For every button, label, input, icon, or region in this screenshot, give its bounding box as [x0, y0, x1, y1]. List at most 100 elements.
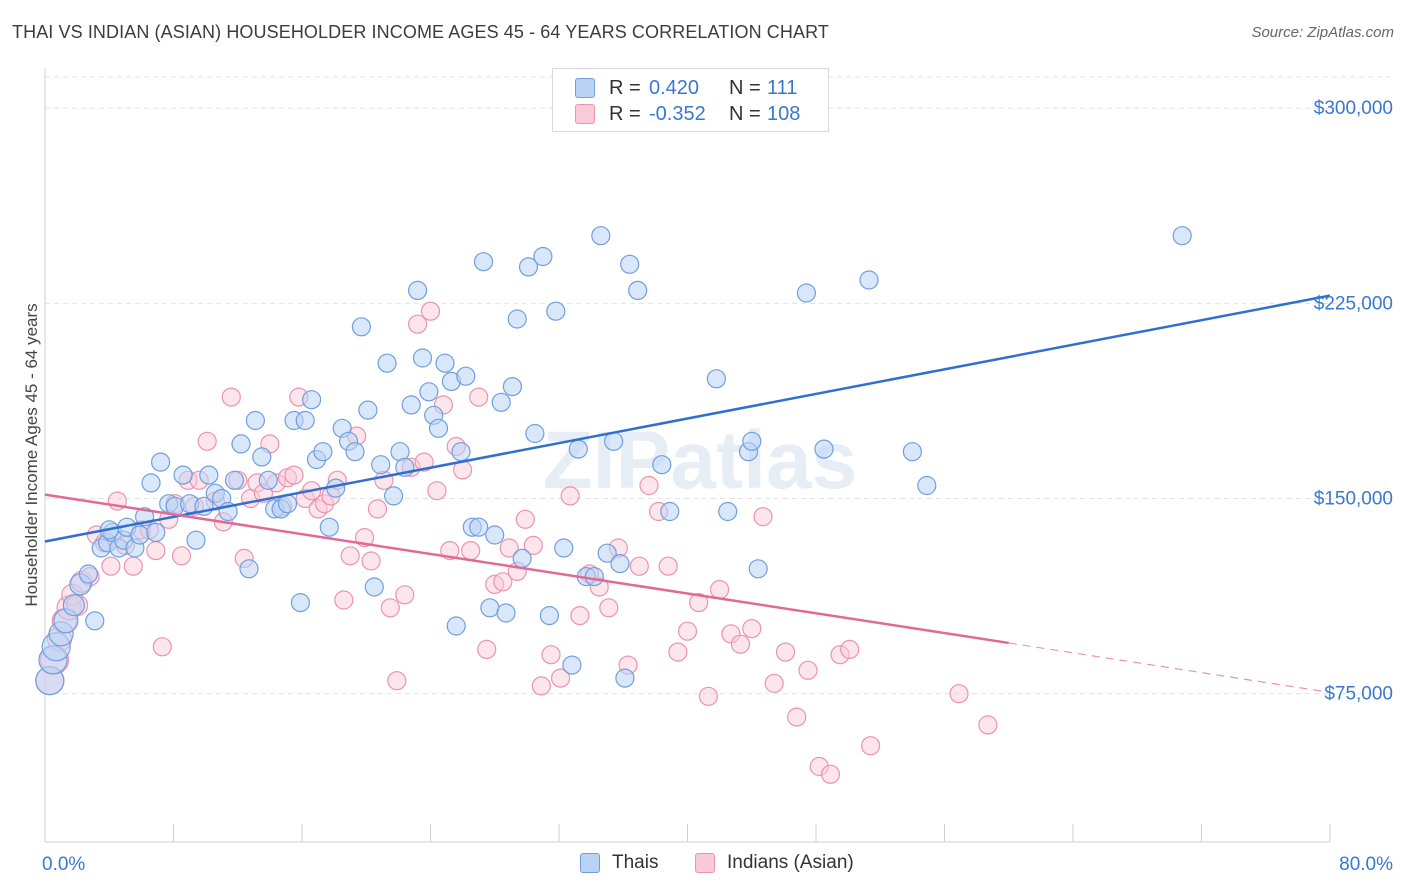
indians-point: [146, 540, 166, 561]
indians-point: [860, 736, 881, 756]
indians-point: [197, 431, 217, 451]
indians-point: [840, 639, 860, 660]
indians-point: [629, 556, 649, 576]
x-tick-labels: 0.0% 80.0%: [42, 854, 1393, 875]
y-tick-label: $225,000: [1314, 293, 1393, 314]
thais-point: [62, 594, 86, 617]
thais-point: [146, 522, 166, 543]
legend-item-indians: Indians (Asian): [695, 852, 854, 874]
indians-point: [408, 314, 428, 334]
indians-point: [764, 673, 784, 693]
thais-point: [796, 283, 817, 303]
thais-point: [412, 348, 433, 368]
thais-point: [902, 442, 923, 462]
indians-point: [477, 639, 497, 660]
indians-point: [560, 486, 580, 506]
thais-point: [319, 517, 339, 537]
chart-title: THAI VS INDIAN (ASIAN) HOUSEHOLDER INCOM…: [12, 22, 829, 42]
indians-point: [123, 556, 143, 576]
thais-point: [456, 366, 476, 386]
thais-trend-line: [44, 294, 1331, 543]
thais-point: [706, 369, 727, 389]
thais-point: [239, 559, 259, 579]
thais-point: [533, 246, 553, 267]
indians-point: [599, 598, 619, 618]
indians-trend-extension: [1008, 642, 1331, 693]
indians-point: [395, 585, 415, 605]
thais-point: [384, 486, 404, 506]
thais-point: [610, 553, 630, 574]
thais-point: [591, 226, 611, 246]
y-tick-labels: $75,000 $150,000 $225,000 $300,000: [1314, 98, 1393, 704]
legend-label-indians: Indians (Asian): [727, 852, 854, 873]
thais-point: [496, 603, 516, 623]
indians-point: [820, 764, 841, 784]
trend-lines: [44, 294, 1331, 693]
axes: [44, 68, 1331, 843]
thais-point: [78, 564, 99, 584]
indians-point: [152, 637, 172, 657]
thais-point: [518, 257, 539, 277]
indians-point: [787, 707, 807, 727]
thais-point: [186, 530, 206, 550]
indians-point: [171, 546, 192, 566]
thais-point: [364, 577, 384, 597]
thais-point: [469, 517, 489, 537]
indians-point: [334, 590, 354, 610]
indians-point: [493, 572, 513, 592]
y-axis-label: Householder Income Ages 45 - 64 years: [22, 303, 41, 607]
thais-point: [245, 410, 265, 431]
thais-point: [491, 392, 511, 412]
indians-point: [531, 676, 551, 696]
indians-point: [798, 660, 818, 680]
thais-point: [358, 400, 378, 420]
indians-point: [775, 642, 796, 662]
n-label: N =: [729, 76, 761, 99]
legend-row-thais: R = 0.420 N = 111: [575, 76, 797, 100]
thais-point: [435, 353, 455, 373]
thais-point: [748, 559, 768, 579]
thais-point: [173, 465, 193, 485]
indians-point: [978, 715, 998, 735]
thais-point: [252, 447, 272, 467]
thais-point: [502, 377, 523, 397]
y-tick-label: $150,000: [1314, 489, 1393, 510]
indians-point: [414, 452, 434, 472]
thais-point: [371, 455, 391, 475]
thais-point: [562, 655, 582, 675]
indians-point: [374, 470, 394, 490]
y-tick-label: $75,000: [1324, 684, 1393, 705]
thais-point: [377, 353, 397, 373]
thais-swatch: [575, 78, 595, 98]
indians-point: [689, 592, 709, 613]
thais-point: [428, 418, 449, 438]
indians-point: [427, 481, 447, 501]
y-axis-label-container: Householder Income Ages 45 - 64 years: [18, 0, 46, 892]
indians-point: [709, 579, 730, 600]
r-value: -0.352: [649, 102, 706, 125]
thais-point: [512, 548, 532, 569]
thais-point: [85, 611, 105, 631]
indians-point: [499, 538, 519, 558]
indians-point: [639, 475, 659, 496]
series-thais-points: [35, 226, 1192, 696]
n-value: 111: [767, 76, 798, 99]
x-tick-label: 80.0%: [1339, 854, 1393, 875]
watermark: ZIPatlas: [543, 415, 857, 506]
series-legend: Thais Indians (Asian): [0, 850, 1406, 878]
thais-point: [141, 473, 161, 493]
indians-point: [541, 645, 561, 665]
thais-point: [224, 470, 245, 490]
indians-point: [677, 621, 698, 641]
thais-point: [554, 538, 574, 558]
thais-point: [473, 252, 494, 272]
n-label: N =: [729, 102, 761, 125]
thais-point: [313, 442, 333, 462]
thais-point: [345, 442, 365, 462]
indians-point: [340, 546, 360, 566]
r-value: 0.420: [649, 76, 700, 99]
indians-point: [469, 387, 489, 407]
indians-point: [668, 642, 688, 662]
thais-point: [615, 668, 635, 688]
